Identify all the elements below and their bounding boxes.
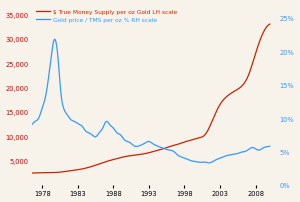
$ True Money Supply per oz Gold LH scale <box>167 146 170 148</box>
Gold price / TMS per oz % RH scale <box>181 156 184 159</box>
$ True Money Supply per oz Gold LH scale <box>234 89 238 92</box>
Gold price / TMS per oz % RH scale <box>41 105 45 108</box>
$ True Money Supply per oz Gold LH scale <box>268 24 272 26</box>
Gold price / TMS per oz % RH scale <box>167 149 170 151</box>
$ True Money Supply per oz Gold LH scale <box>41 172 45 174</box>
Line: Gold price / TMS per oz % RH scale: Gold price / TMS per oz % RH scale <box>28 40 270 163</box>
Gold price / TMS per oz % RH scale <box>53 39 56 41</box>
$ True Money Supply per oz Gold LH scale <box>180 142 184 144</box>
$ True Money Supply per oz Gold LH scale <box>26 172 30 175</box>
$ True Money Supply per oz Gold LH scale <box>173 144 177 147</box>
Gold price / TMS per oz % RH scale <box>268 145 272 148</box>
Gold price / TMS per oz % RH scale <box>208 162 211 164</box>
Gold price / TMS per oz % RH scale <box>210 161 214 163</box>
Legend: $ True Money Supply per oz Gold LH scale, Gold price / TMS per oz % RH scale: $ True Money Supply per oz Gold LH scale… <box>34 8 178 24</box>
$ True Money Supply per oz Gold LH scale <box>210 122 213 124</box>
Gold price / TMS per oz % RH scale <box>235 153 238 155</box>
Line: $ True Money Supply per oz Gold LH scale: $ True Money Supply per oz Gold LH scale <box>28 25 270 173</box>
Gold price / TMS per oz % RH scale <box>173 152 177 154</box>
Gold price / TMS per oz % RH scale <box>26 127 30 130</box>
